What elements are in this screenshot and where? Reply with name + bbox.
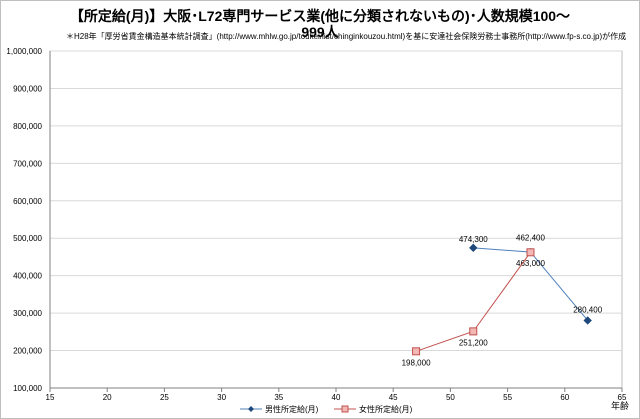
x-tick-label: 15: [46, 393, 55, 402]
y-tick-label: 1,000,000: [6, 47, 42, 56]
data-point-female: [412, 347, 421, 356]
legend-marker-female: [341, 405, 349, 413]
x-tick-label: 30: [217, 393, 226, 402]
data-label: 463,000: [516, 259, 545, 268]
y-tick-label: 600,000: [13, 197, 42, 206]
y-tick-label: 500,000: [13, 234, 42, 243]
x-tick-label: 50: [446, 393, 455, 402]
y-tick-label: 100,000: [13, 384, 42, 393]
y-tick-label: 400,000: [13, 272, 42, 281]
data-label: 198,000: [402, 358, 431, 367]
data-point-female: [469, 327, 478, 336]
y-tick-label: 700,000: [13, 159, 42, 168]
data-point-male: [583, 316, 592, 325]
legend-marker-male: [248, 406, 254, 412]
x-tick-label: 20: [103, 393, 112, 402]
x-tick-label: 40: [332, 393, 341, 402]
plot-area: [49, 50, 623, 389]
x-tick-label: 25: [160, 393, 169, 402]
data-label: 251,200: [459, 338, 488, 347]
x-axis-label: 年齢: [611, 400, 629, 411]
y-tick-label: 800,000: [13, 122, 42, 131]
x-tick-label: 45: [389, 393, 398, 402]
chart-title: 【所定給(月)】大阪･L72専門サービス業(他に分類されないもの)･人数規模10…: [69, 8, 571, 24]
y-tick-label: 200,000: [13, 347, 42, 356]
data-point-female: [526, 248, 535, 257]
y-tick-label: 300,000: [13, 309, 42, 318]
data-point-male: [469, 243, 478, 253]
x-tick-label: 55: [503, 393, 512, 402]
data-label: 280,400: [573, 305, 602, 314]
legend-entry: 女性所定給(月): [359, 404, 413, 414]
x-tick-label: 65: [618, 393, 627, 402]
chart-source-note: ＊H28年「厚労省賃金構造基本統計調査」(http://www.mhlw.go.…: [66, 32, 627, 41]
chart-title-line2: 999人: [301, 24, 339, 40]
data-label: 474,300: [459, 235, 488, 244]
legend-entry: 男性所定給(月): [265, 404, 319, 414]
x-tick-label: 60: [560, 393, 569, 402]
y-tick-label: 900,000: [13, 84, 42, 93]
data-label: 462,400: [516, 233, 545, 242]
x-tick-label: 35: [274, 393, 283, 402]
